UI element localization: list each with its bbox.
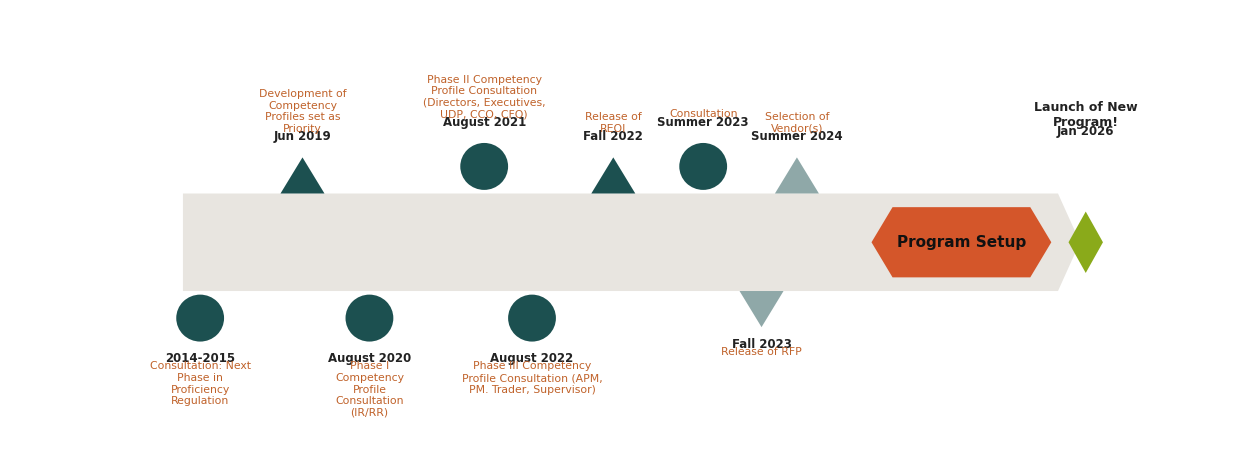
Text: Jun 2019: Jun 2019 bbox=[274, 130, 332, 143]
Polygon shape bbox=[739, 291, 784, 327]
Text: Phase II Competency
Profile Consultation
(Directors, Executives,
UDP, CCO, CFO): Phase II Competency Profile Consultation… bbox=[423, 75, 545, 120]
Ellipse shape bbox=[508, 295, 557, 341]
Text: Selection of
Vendor(s): Selection of Vendor(s) bbox=[765, 112, 829, 134]
Text: Release of
REOI: Release of REOI bbox=[585, 112, 642, 134]
Text: Fall 2022: Fall 2022 bbox=[584, 130, 643, 143]
Ellipse shape bbox=[460, 143, 508, 190]
Ellipse shape bbox=[679, 143, 727, 190]
Polygon shape bbox=[280, 158, 325, 194]
Text: Phase I
Competency
Profile
Consultation
(IR/RR): Phase I Competency Profile Consultation … bbox=[334, 362, 404, 418]
Ellipse shape bbox=[176, 295, 225, 341]
Text: August 2020: August 2020 bbox=[328, 352, 411, 365]
Text: Summer 2023: Summer 2023 bbox=[658, 115, 749, 129]
Ellipse shape bbox=[346, 295, 394, 341]
Polygon shape bbox=[1069, 212, 1103, 273]
Polygon shape bbox=[775, 158, 819, 194]
Polygon shape bbox=[591, 158, 636, 194]
Text: Phase III Competency
Profile Consultation (APM,
PM. Trader, Supervisor): Phase III Competency Profile Consultatio… bbox=[462, 362, 602, 394]
Text: 2014-2015: 2014-2015 bbox=[165, 352, 236, 365]
Text: Summer 2024: Summer 2024 bbox=[752, 130, 843, 143]
Text: Consultation: Next
Phase in
Proficiency
Regulation: Consultation: Next Phase in Proficiency … bbox=[149, 362, 251, 406]
Text: Consultation: Consultation bbox=[669, 109, 738, 120]
Text: Program Setup: Program Setup bbox=[897, 235, 1025, 250]
Text: Launch of New
Program!: Launch of New Program! bbox=[1034, 100, 1138, 129]
Text: Jan 2026: Jan 2026 bbox=[1058, 125, 1114, 137]
Polygon shape bbox=[183, 194, 1080, 291]
Text: Release of RFP: Release of RFP bbox=[721, 347, 802, 357]
Text: August 2022: August 2022 bbox=[490, 352, 574, 365]
Text: Fall 2023: Fall 2023 bbox=[732, 338, 791, 351]
Text: August 2021: August 2021 bbox=[443, 115, 526, 129]
Polygon shape bbox=[871, 207, 1051, 277]
Text: Development of
Competency
Profiles set as
Priority: Development of Competency Profiles set a… bbox=[259, 89, 347, 134]
